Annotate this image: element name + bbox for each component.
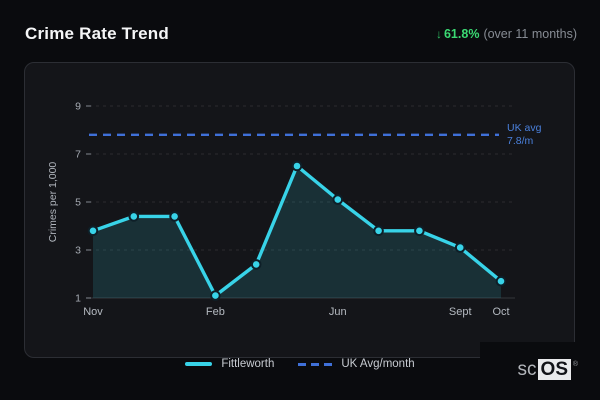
logo-text-os: OS [537, 359, 571, 380]
svg-text:Jun: Jun [329, 306, 347, 318]
chart-legend: Fittleworth UK Avg/month [0, 355, 600, 373]
dashed-line-swatch-icon [298, 362, 333, 366]
trend-change-badge: ↓ 61.8% (over 11 months) [436, 27, 577, 41]
solid-line-swatch-icon [185, 362, 213, 366]
svg-text:Nov: Nov [83, 306, 103, 318]
svg-text:9: 9 [75, 101, 81, 113]
scos-logo: sc OS ® [480, 342, 600, 400]
registered-trademark-icon: ® [572, 361, 578, 368]
svg-text:UK avg: UK avg [507, 122, 542, 134]
header: Crime Rate Trend ↓ 61.8% (over 11 months) [25, 22, 577, 46]
chart-card: 1 3 5 7 9 Crimes per 1,000 UK avg 7.8/m Nov Feb Ju… [24, 62, 575, 358]
legend-item-uk-avg[interactable]: UK Avg/month [298, 358, 415, 370]
svg-text:Oct: Oct [492, 306, 509, 318]
scos-logo-inner: sc OS ® [517, 359, 578, 380]
svg-text:7: 7 [75, 149, 81, 161]
svg-text:Crimes per 1,000: Crimes per 1,000 [47, 162, 59, 243]
down-arrow-icon: ↓ [435, 27, 442, 41]
change-percent: 61.8% [443, 27, 480, 41]
svg-text:Feb: Feb [206, 306, 225, 318]
svg-text:3: 3 [75, 245, 81, 257]
svg-text:1: 1 [75, 293, 81, 305]
svg-text:Sept: Sept [449, 306, 472, 318]
legend-label-fittleworth: Fittleworth [221, 358, 275, 370]
svg-text:7.8/m: 7.8/m [507, 135, 534, 147]
legend-label-uk-avg: UK Avg/month [341, 358, 415, 370]
svg-text:5: 5 [75, 197, 81, 209]
logo-text-sc: sc [517, 359, 537, 380]
legend-item-fittleworth[interactable]: Fittleworth [185, 358, 274, 370]
change-context: (over 11 months) [483, 27, 577, 41]
page-title: Crime Rate Trend [25, 24, 169, 43]
